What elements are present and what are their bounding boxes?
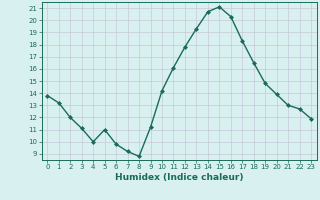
X-axis label: Humidex (Indice chaleur): Humidex (Indice chaleur) [115,173,244,182]
